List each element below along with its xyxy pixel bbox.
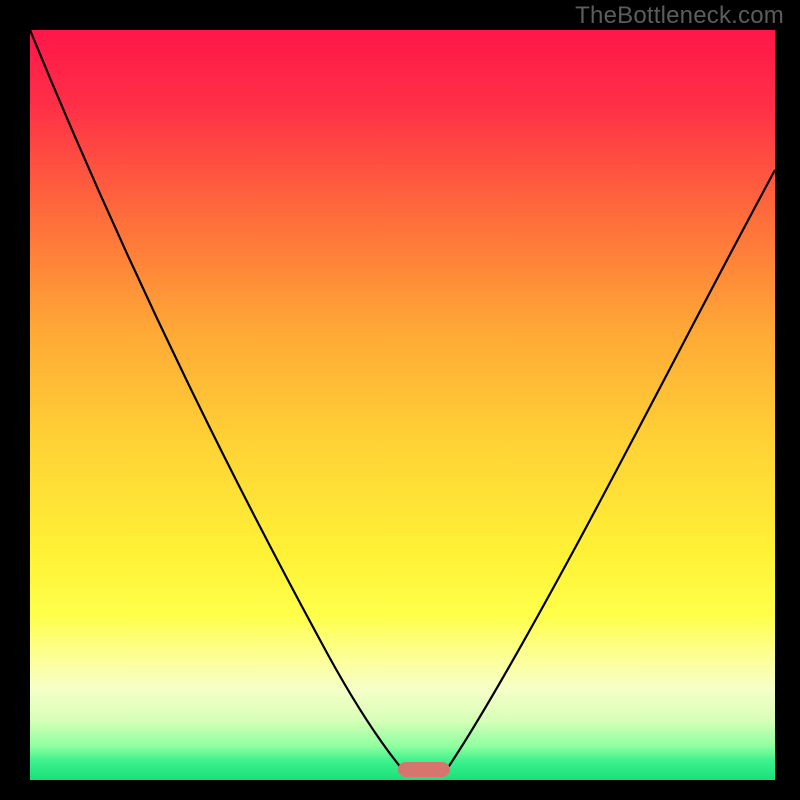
bottleneck-curve [30, 30, 775, 780]
watermark-text: TheBottleneck.com [575, 2, 784, 30]
vertex-marker [398, 762, 450, 777]
plot-area [30, 30, 775, 780]
curve-right-branch [447, 170, 775, 769]
curve-left-branch [30, 30, 402, 769]
